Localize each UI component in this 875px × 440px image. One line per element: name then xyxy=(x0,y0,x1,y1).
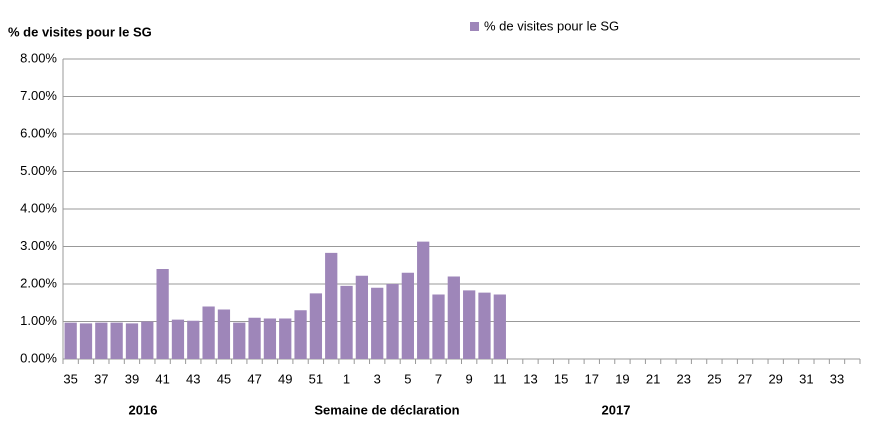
x-tick-label: 31 xyxy=(799,371,813,386)
x-tick-label: 41 xyxy=(155,371,169,386)
bar xyxy=(279,318,292,359)
x-tick-label: 49 xyxy=(278,371,292,386)
y-tick-label: 3.00% xyxy=(20,238,57,253)
bar xyxy=(493,294,506,359)
x-tick-label: 11 xyxy=(493,371,507,386)
bar xyxy=(447,276,460,359)
x-tick-label: 9 xyxy=(466,371,473,386)
x-tick-label: 13 xyxy=(523,371,537,386)
bar xyxy=(463,290,476,359)
bar xyxy=(171,319,185,359)
bar xyxy=(371,287,384,359)
bar xyxy=(386,284,399,359)
bar xyxy=(64,322,77,359)
x-tick-label: 39 xyxy=(125,371,139,386)
y-tick-label: 8.00% xyxy=(20,50,57,65)
bar xyxy=(432,294,445,359)
bar xyxy=(355,275,369,359)
bar xyxy=(202,306,215,359)
legend-label: % de visites pour le SG xyxy=(484,18,619,33)
x-tick-label: 1 xyxy=(343,371,350,386)
y-tick-label: 0.00% xyxy=(20,350,57,365)
x-tick-label: 37 xyxy=(94,371,108,386)
x-tick-label: 45 xyxy=(217,371,231,386)
bar xyxy=(217,309,231,359)
bar xyxy=(294,310,307,359)
bar xyxy=(478,292,491,359)
y-tick-label: 5.00% xyxy=(20,163,57,178)
y-tick-label: 6.00% xyxy=(20,125,57,140)
x-tick-label: 33 xyxy=(830,371,844,386)
x-tick-label: 21 xyxy=(646,371,660,386)
x-tick-label: 23 xyxy=(677,371,691,386)
x-tick-label: 35 xyxy=(63,371,77,386)
x-tick-label: 43 xyxy=(186,371,200,386)
bar xyxy=(340,285,353,359)
bar xyxy=(95,322,108,359)
bar xyxy=(110,322,123,359)
year-label: 2017 xyxy=(602,402,631,417)
y-tick-label: 2.00% xyxy=(20,275,57,290)
x-tick-label: 5 xyxy=(404,371,411,386)
year-label: 2016 xyxy=(129,402,158,417)
bar xyxy=(417,241,430,359)
bar xyxy=(263,318,277,359)
bar xyxy=(187,320,200,359)
bar xyxy=(156,269,169,359)
x-tick-label: 47 xyxy=(247,371,261,386)
bar xyxy=(233,322,246,359)
legend-swatch xyxy=(470,22,479,31)
y-tick-label: 1.00% xyxy=(20,313,57,328)
x-tick-label: 19 xyxy=(615,371,629,386)
bar xyxy=(248,317,261,359)
bar xyxy=(325,252,338,359)
x-tick-label: 25 xyxy=(707,371,721,386)
x-tick-label: 27 xyxy=(738,371,752,386)
x-tick-label: 15 xyxy=(554,371,568,386)
y-tick-label: 4.00% xyxy=(20,200,57,215)
bar xyxy=(79,323,93,359)
x-tick-label: 29 xyxy=(768,371,782,386)
y-axis-title: % de visites pour le SG xyxy=(8,24,152,39)
y-tick-label: 7.00% xyxy=(20,88,57,103)
bar xyxy=(141,321,154,359)
x-axis-title: Semaine de déclaration xyxy=(314,402,459,417)
x-tick-label: 51 xyxy=(309,371,323,386)
bar xyxy=(125,323,139,359)
x-tick-label: 7 xyxy=(435,371,442,386)
bar xyxy=(309,293,323,359)
bar xyxy=(401,272,414,359)
x-tick-label: 3 xyxy=(374,371,381,386)
x-tick-label: 17 xyxy=(585,371,599,386)
